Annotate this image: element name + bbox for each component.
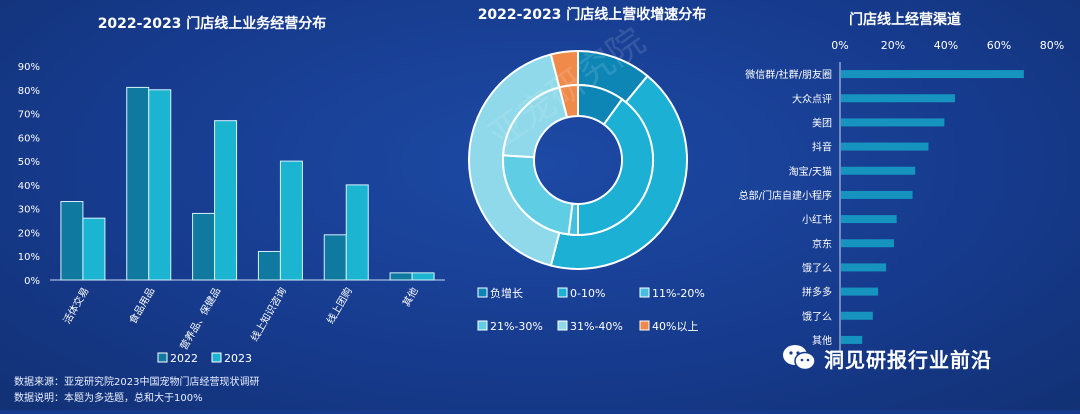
wechat-icon: [783, 345, 816, 371]
channel-label: 其他: [812, 334, 832, 347]
footnote-note: 数据说明：本题为多选题，总和大于100%: [14, 393, 203, 404]
inner-ring-slice: [558, 83, 579, 119]
donut-chart: [468, 49, 688, 270]
y-tick-label: 50%: [18, 157, 40, 168]
x-tick-label: 营养品、保健品: [177, 285, 223, 352]
legend-swatch: [639, 320, 650, 331]
legend-label: 负增长: [490, 286, 523, 300]
legend-label: 40%以上: [652, 320, 698, 333]
legend-label: 21%-30%: [490, 320, 543, 333]
channel-bar: [841, 335, 863, 344]
legend-swatch-2023: [211, 352, 222, 363]
bar-2022: [389, 272, 413, 281]
middle-chart-title: 2022-2023 门店线上营收增速分布: [478, 6, 707, 23]
bar-2023: [214, 120, 238, 281]
channel-bar: [841, 166, 916, 175]
brand-watermark: 洞见研报行业前沿: [782, 343, 992, 373]
bar-2022: [126, 86, 150, 281]
bar-2023: [82, 217, 106, 281]
bar-2022: [192, 212, 216, 281]
bar-2022: [323, 234, 347, 281]
legend-swatch-2022: [157, 352, 168, 363]
channel-label: 大众点评: [792, 92, 832, 105]
legend-swatch: [557, 287, 568, 298]
channel-label: 总部/门店自建小程序: [739, 189, 832, 202]
channel-bar: [841, 70, 1024, 79]
channel-bar: [841, 94, 955, 103]
bar-2022: [60, 201, 84, 281]
legend-label-2023: 2023: [224, 352, 252, 365]
y-tick-label: 70%: [18, 110, 40, 121]
channel-bar: [841, 239, 894, 248]
legend-label-2022: 2022: [170, 352, 198, 365]
y-tick-label: 80%: [18, 86, 40, 97]
channel-label: 微信群/社群/朋友圈: [745, 68, 832, 81]
bar-2023: [279, 160, 303, 281]
channel-label: 饿了么: [802, 262, 832, 274]
y-tick-label: 40%: [18, 181, 40, 192]
footnote-source: 数据来源：亚宠研究院2023中国宠物门店经营现状调研: [14, 377, 260, 388]
right-hbar-chart: 0% 20% 40% 60% 80% 微信群/社群/朋友圈大众点评美团抖音淘宝/天猫总部/…: [739, 39, 1064, 352]
channel-bar: [841, 190, 913, 199]
channel-label: 淘宝/天猫: [789, 165, 832, 178]
x-tick-label: 其他: [399, 285, 420, 309]
channel-label: 拼多多: [802, 286, 832, 299]
donut-chart-legend: 负增长 0-10% 11%-20% 21%-30% 31%-40% 40%以上: [477, 286, 705, 333]
y-tick-label: 0%: [24, 276, 40, 287]
channel-bar: [841, 215, 897, 224]
inner-ring-slice: [577, 97, 654, 237]
bar-2023: [411, 272, 435, 281]
x-tick-label: 80%: [1040, 39, 1064, 52]
brand-text: 洞见研报行业前沿: [824, 347, 992, 372]
y-tick-label: 30%: [18, 205, 40, 216]
channel-bar: [841, 311, 873, 320]
x-tick-label: 0%: [831, 39, 848, 52]
legend-swatch: [557, 320, 568, 331]
channel-label: 抖音: [812, 141, 832, 154]
legend-swatch: [477, 320, 488, 331]
bar-2023: [148, 89, 172, 281]
legend-swatch: [477, 287, 488, 298]
channel-bar: [841, 142, 929, 151]
x-tick-label: 60%: [987, 39, 1011, 52]
channel-bar: [841, 118, 945, 127]
x-tick-label: 活体交易: [60, 285, 91, 326]
right-chart-title: 门店线上经营渠道: [849, 11, 961, 28]
y-tick-label: 90%: [18, 62, 40, 73]
left-chart-title: 2022-2023 门店线上业务经营分布: [98, 15, 327, 32]
left-chart-legend: 2022 2023: [157, 352, 252, 365]
channel-label: 美团: [812, 116, 832, 129]
y-tick-label: 10%: [18, 252, 40, 263]
x-tick-label: 食品用品: [126, 285, 157, 326]
channel-label: 京东: [812, 237, 832, 250]
y-tick-label: 60%: [18, 133, 40, 144]
legend-label: 11%-20%: [652, 287, 705, 300]
x-tick-label: 线上团购: [324, 285, 355, 326]
legend-label: 0-10%: [570, 287, 605, 300]
legend-label: 31%-40%: [570, 320, 623, 333]
channel-label: 小红书: [802, 213, 832, 226]
channel-label: 饿了么: [802, 311, 832, 323]
channel-bar: [841, 263, 887, 272]
x-tick-label: 线上知识咨询: [248, 285, 289, 343]
legend-swatch: [639, 287, 650, 298]
x-tick-label: 20%: [881, 39, 905, 52]
bar-2023: [345, 184, 369, 281]
y-tick-label: 20%: [18, 228, 40, 239]
x-tick-label: 40%: [934, 39, 958, 52]
channel-bar: [841, 287, 879, 296]
bar-2022: [257, 250, 281, 281]
left-bar-chart: 0% 10% 20% 30% 40% 50% 60% 70% 80% 90% 活体交易 食品用品 营养品…: [18, 62, 445, 352]
